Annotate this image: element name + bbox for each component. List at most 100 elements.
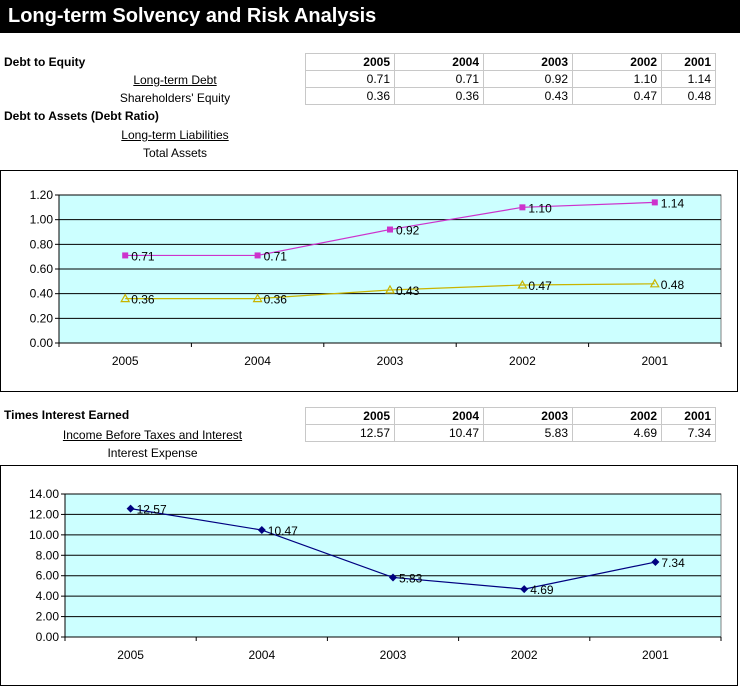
y-tick-label: 0.00 <box>36 630 60 644</box>
data-label: 0.47 <box>528 279 552 293</box>
debt-to-equity-table: 2005 2004 2003 2002 2001 0.71 0.71 0.92 … <box>305 53 716 105</box>
value-cell: 10.47 <box>394 424 484 442</box>
year-cell: 2002 <box>572 53 662 71</box>
data-label: 1.14 <box>661 196 685 210</box>
long-term-debt-label: Long-term Debt <box>133 73 217 87</box>
y-tick-label: 1.20 <box>30 188 54 202</box>
y-tick-label: 4.00 <box>36 589 60 603</box>
interest-expense-label: Interest Expense <box>107 446 198 460</box>
y-tick-label: 12.00 <box>29 507 59 521</box>
interest-chart: 0.00 2.00 4.00 6.00 8.00 10.00 12.00 14.00 2005 2… <box>29 487 722 662</box>
data-point <box>651 558 660 567</box>
value-cell: 4.69 <box>572 424 662 442</box>
year-cell: 2005 <box>305 407 395 425</box>
value-cell: 0.43 <box>483 87 573 105</box>
x-tick-label: 2004 <box>248 648 275 662</box>
year-cell: 2001 <box>661 407 716 425</box>
data-point <box>651 199 658 206</box>
data-label: 4.69 <box>530 583 554 597</box>
value-cell: 0.36 <box>305 87 395 105</box>
data-label: 0.71 <box>131 249 155 263</box>
plot-area <box>64 493 722 638</box>
data-point <box>649 278 660 288</box>
x-tick-label: 2002 <box>509 354 536 368</box>
data-label: 12.57 <box>137 503 167 517</box>
times-interest-table: 2005 2004 2003 2002 2001 12.57 10.47 5.8… <box>305 407 716 442</box>
long-term-liabilities-label: Long-term Liabilities <box>121 128 229 142</box>
x-tick-label: 2001 <box>642 648 669 662</box>
value-cell: 1.10 <box>572 70 662 88</box>
data-point <box>122 252 129 259</box>
x-tick-label: 2003 <box>380 648 407 662</box>
value-cell: 12.57 <box>305 424 395 442</box>
data-label: 7.34 <box>661 556 685 570</box>
year-cell: 2004 <box>394 53 484 71</box>
interest-chart-frame: 0.00 2.00 4.00 6.00 8.00 10.00 12.00 14.00 2005 2… <box>0 465 738 686</box>
y-tick-label: 0.80 <box>30 237 54 251</box>
data-point <box>120 293 131 303</box>
y-tick-label: 10.00 <box>29 528 59 542</box>
debt-to-equity-heading: Debt to Equity <box>4 55 86 69</box>
data-label: 0.36 <box>131 293 155 307</box>
y-tick-label: 2.00 <box>36 610 60 624</box>
y-tick-label: 0.40 <box>30 287 54 301</box>
value-cell: 0.71 <box>394 70 484 88</box>
table-row: 0.36 0.36 0.43 0.47 0.48 <box>305 87 716 105</box>
total-assets-label: Total Assets <box>142 146 208 160</box>
data-label: 10.47 <box>268 524 298 538</box>
data-point <box>126 504 135 513</box>
data-point <box>384 284 396 294</box>
series-line-c1-1 <box>125 283 655 300</box>
value-cell: 0.36 <box>394 87 484 105</box>
page-title: Long-term Solvency and Risk Analysis <box>0 0 740 33</box>
data-point <box>254 252 261 259</box>
value-cell: 0.92 <box>483 70 573 88</box>
solvency-chart-frame: 0.00 0.20 0.40 0.60 0.80 1.00 1.20 2005 2004 2003… <box>0 170 738 392</box>
table-header-row: 2005 2004 2003 2002 2001 <box>305 53 716 71</box>
data-label: 0.92 <box>396 224 420 238</box>
value-cell: 7.34 <box>661 424 716 442</box>
year-cell: 2002 <box>572 407 662 425</box>
income-before-taxes-label: Income Before Taxes and Interest <box>62 428 243 442</box>
times-interest-heading: Times Interest Earned <box>4 408 130 422</box>
x-tick-label: 2003 <box>377 354 404 368</box>
data-point <box>257 526 266 535</box>
table-row: 0.71 0.71 0.92 1.10 1.14 <box>305 70 716 88</box>
data-label: 0.36 <box>264 293 288 307</box>
shareholders-equity-label: Shareholders' Equity <box>119 91 231 105</box>
data-label: 0.71 <box>264 249 288 263</box>
data-point <box>517 279 528 289</box>
data-label: 0.48 <box>661 278 685 292</box>
table-header-row: 2005 2004 2003 2002 2001 <box>305 407 716 425</box>
y-tick-label: 0.60 <box>30 262 54 276</box>
x-tick-label: 2005 <box>112 354 139 368</box>
year-cell: 2001 <box>661 53 716 71</box>
data-point <box>389 573 397 582</box>
y-tick-label: 8.00 <box>36 548 60 562</box>
y-tick-label: 14.00 <box>29 487 59 501</box>
year-cell: 2003 <box>483 407 573 425</box>
value-cell: 0.48 <box>661 87 716 105</box>
value-cell: 0.71 <box>305 70 395 88</box>
x-tick-label: 2004 <box>244 354 271 368</box>
data-label: 1.10 <box>528 201 552 215</box>
value-cell: 1.14 <box>661 70 716 88</box>
y-tick-label: 6.00 <box>36 569 60 583</box>
data-point <box>519 204 526 211</box>
value-cell: 0.47 <box>572 87 662 105</box>
data-point <box>252 293 263 303</box>
year-cell: 2003 <box>483 53 573 71</box>
solvency-chart: 0.00 0.20 0.40 0.60 0.80 1.00 1.20 2005 2004 2003… <box>30 188 722 368</box>
y-tick-label: 0.20 <box>30 311 54 325</box>
x-tick-label: 2002 <box>511 648 538 662</box>
x-tick-label: 2001 <box>641 354 668 368</box>
x-tick-label: 2005 <box>117 648 144 662</box>
year-cell: 2005 <box>305 53 395 71</box>
data-point <box>520 585 529 594</box>
y-tick-label: 0.00 <box>30 336 54 350</box>
debt-to-assets-heading: Debt to Assets (Debt Ratio) <box>4 109 159 123</box>
y-tick-label: 1.00 <box>30 213 54 227</box>
data-label: 0.43 <box>396 284 420 298</box>
table-row: 12.57 10.47 5.83 4.69 7.34 <box>305 424 716 442</box>
data-label: 5.83 <box>399 571 423 585</box>
